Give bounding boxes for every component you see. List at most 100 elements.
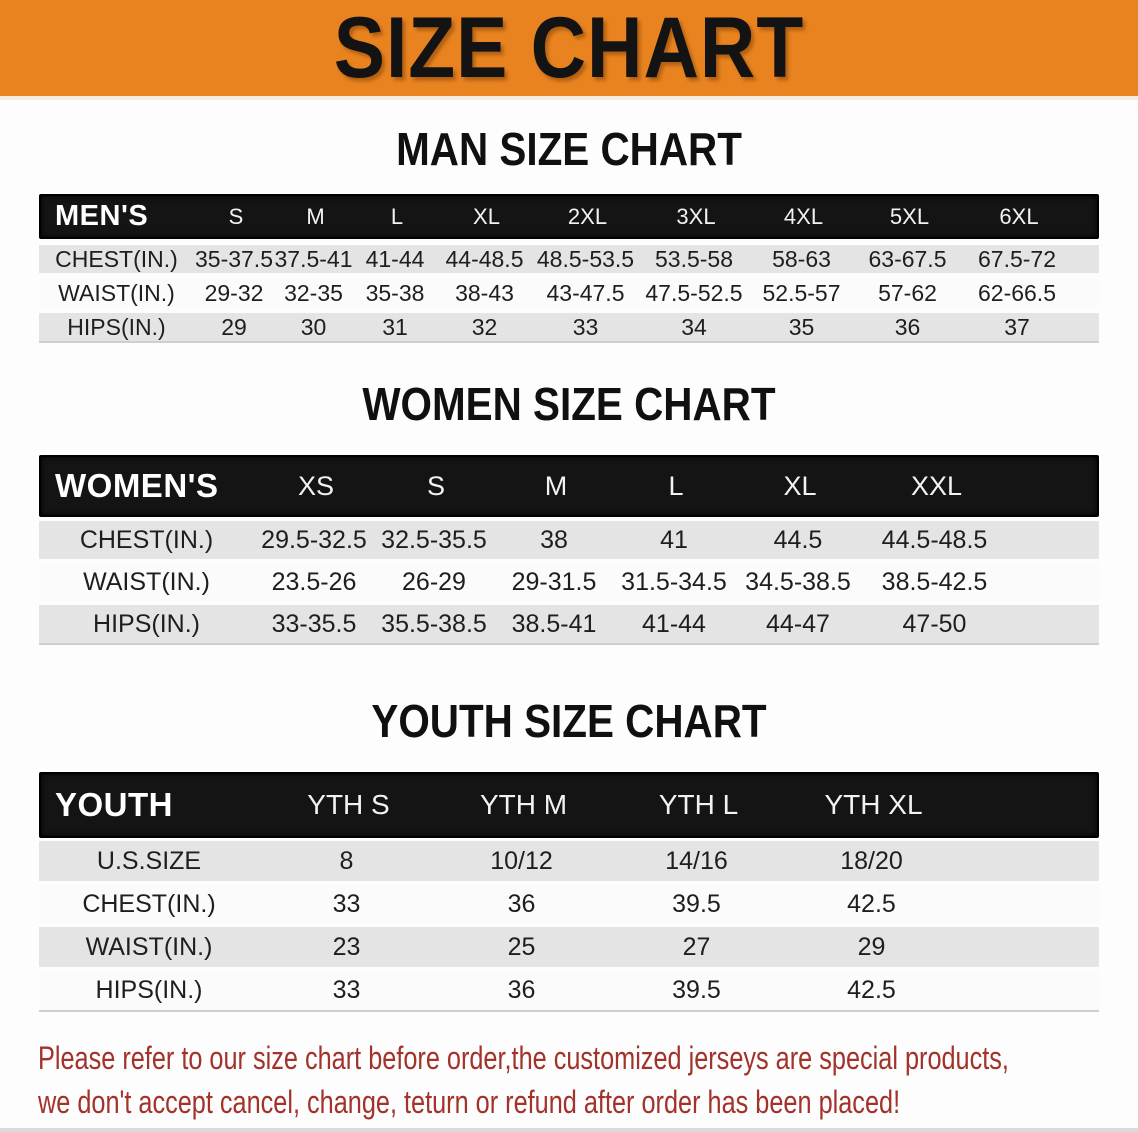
size-cell: 27 [682, 932, 711, 961]
men-table-header-row: MEN'S S M L XL 2XL 3XL 4XL 5XL 6XL [39, 194, 1099, 239]
row-label: WAIST(IN.) [85, 932, 213, 961]
size-cell: 33 [572, 313, 599, 340]
women-corner-label: WOMEN'S [55, 467, 219, 504]
youth-ussize-row: U.S.SIZE 8 10/12 14/16 18/20 [39, 841, 1099, 881]
men-corner-label: MEN'S [55, 200, 149, 232]
size-cell: 41 [660, 525, 688, 554]
women-table-header-row: WOMEN'S XS S M L XL XXL [39, 455, 1099, 517]
women-waist-row: WAIST(IN.) 23.5-26 26-29 29-31.5 31.5-34… [39, 563, 1099, 601]
size-cell: 53.5-58 [654, 245, 733, 272]
youth-column-header-s: YTH S [307, 789, 390, 820]
size-cell: 47-50 [902, 609, 967, 638]
size-cell: 44-47 [766, 609, 830, 638]
youth-size-table: YOUTH YTH S YTH M YTH L YTH XL U.S.SIZE … [39, 772, 1099, 1010]
size-cell: 37 [1004, 313, 1030, 340]
men-column-header-m: M [306, 203, 325, 229]
women-column-header-s: S [426, 470, 445, 501]
women-column-header-l: L [668, 470, 684, 501]
row-label: CHEST(IN.) [55, 245, 178, 272]
size-cell: 32-35 [284, 279, 343, 306]
size-cell: 36 [507, 889, 536, 918]
bottom-edge-divider [0, 1128, 1138, 1132]
size-cell: 23 [332, 932, 361, 961]
disclaimer-line-2: we don't accept cancel, change, teturn o… [38, 1084, 901, 1120]
size-cell: 31 [382, 313, 408, 340]
size-cell: 42.5 [847, 889, 896, 918]
size-cell: 34.5-38.5 [745, 567, 851, 596]
size-cell: 29 [857, 932, 886, 961]
size-cell: 67.5-72 [977, 245, 1056, 272]
men-column-header-2xl: 2XL [567, 203, 608, 229]
size-cell: 32.5-35.5 [381, 525, 487, 554]
size-cell: 38.5-41 [511, 609, 597, 638]
row-label: HIPS(IN.) [95, 975, 203, 1004]
size-cell: 48.5-53.5 [536, 245, 635, 272]
size-cell: 18/20 [840, 846, 903, 875]
women-size-table: WOMEN'S XS S M L XL XXL CHEST(IN.) 29.5-… [39, 455, 1099, 643]
women-hips-row: HIPS(IN.) 33-35.5 35.5-38.5 38.5-41 41-4… [39, 605, 1099, 643]
men-column-header-5xl: 5XL [889, 203, 930, 229]
women-section-heading: WOMEN SIZE CHART [362, 379, 776, 431]
women-column-header-xl: XL [783, 470, 817, 501]
size-cell: 35.5-38.5 [381, 609, 487, 638]
size-cell: 33-35.5 [271, 609, 357, 638]
disclaimer-line-1: Please refer to our size chart before or… [38, 1040, 1009, 1076]
page-title: SIZE CHART [333, 0, 805, 96]
row-label: WAIST(IN.) [83, 567, 210, 596]
size-cell: 44-48.5 [445, 245, 524, 272]
size-cell: 33 [332, 889, 361, 918]
men-size-table: MEN'S S M L XL 2XL 3XL 4XL 5XL 6XL CHEST… [39, 194, 1099, 341]
size-cell: 25 [507, 932, 536, 961]
men-waist-row: WAIST(IN.) 29-32 32-35 35-38 38-43 43-47… [39, 279, 1099, 307]
men-section-heading: MAN SIZE CHART [396, 124, 742, 176]
size-cell: 10/12 [490, 846, 553, 875]
row-label: CHEST(IN.) [79, 525, 214, 554]
women-chest-row: CHEST(IN.) 29.5-32.5 32.5-35.5 38 41 44.… [39, 521, 1099, 559]
size-cell: 29-32 [204, 279, 264, 306]
size-cell: 35-38 [365, 279, 425, 306]
size-cell: 36 [507, 975, 536, 1004]
men-column-header-xl: XL [473, 203, 500, 229]
size-cell: 30 [300, 313, 327, 340]
size-cell: 26-29 [402, 567, 466, 596]
youth-hips-row: HIPS(IN.) 33 36 39.5 42.5 [39, 970, 1099, 1010]
size-cell: 47.5-52.5 [645, 279, 743, 306]
size-cell: 39.5 [672, 889, 721, 918]
row-label: U.S.SIZE [96, 846, 202, 875]
men-column-header-s: S [228, 203, 244, 229]
size-cell: 38-43 [455, 279, 514, 306]
size-cell: 41-44 [365, 245, 425, 272]
women-column-header-xxl: XXL [910, 470, 963, 501]
size-cell: 43-47.5 [546, 279, 625, 306]
size-cell: 32 [471, 313, 498, 340]
size-cell: 14/16 [665, 846, 728, 875]
size-cell: 57-62 [878, 279, 937, 306]
youth-column-header-xl: YTH XL [824, 789, 923, 820]
size-cell: 41-44 [642, 609, 706, 638]
size-cell: 44.5 [773, 525, 823, 554]
size-cell: 39.5 [672, 975, 721, 1004]
size-cell: 44.5-48.5 [881, 525, 988, 554]
size-cell: 35-37.5 [194, 245, 273, 272]
row-label: WAIST(IN.) [58, 279, 175, 306]
men-column-header-4xl: 4XL [783, 203, 824, 229]
size-cell: 29.5-32.5 [261, 525, 367, 554]
size-cell: 63-67.5 [868, 245, 947, 272]
youth-column-header-m: YTH M [479, 789, 568, 820]
youth-waist-row: WAIST(IN.) 23 25 27 29 [39, 927, 1099, 967]
size-cell: 33 [332, 975, 361, 1004]
size-cell: 29 [221, 313, 247, 340]
size-cell: 35 [788, 313, 815, 340]
youth-corner-label: YOUTH [55, 786, 173, 823]
youth-table-header-row: YOUTH YTH S YTH M YTH L YTH XL [39, 772, 1099, 838]
size-cell: 37.5-41 [274, 245, 353, 272]
men-column-header-6xl: 6XL [999, 203, 1039, 229]
row-label: CHEST(IN.) [82, 889, 216, 918]
size-cell: 36 [894, 313, 921, 340]
men-column-header-l: L [390, 203, 404, 229]
size-cell: 31.5-34.5 [621, 567, 727, 596]
banner: SIZE CHART [0, 0, 1138, 100]
size-cell: 42.5 [847, 975, 896, 1004]
row-label: HIPS(IN.) [67, 313, 166, 340]
size-cell: 34 [681, 313, 707, 340]
